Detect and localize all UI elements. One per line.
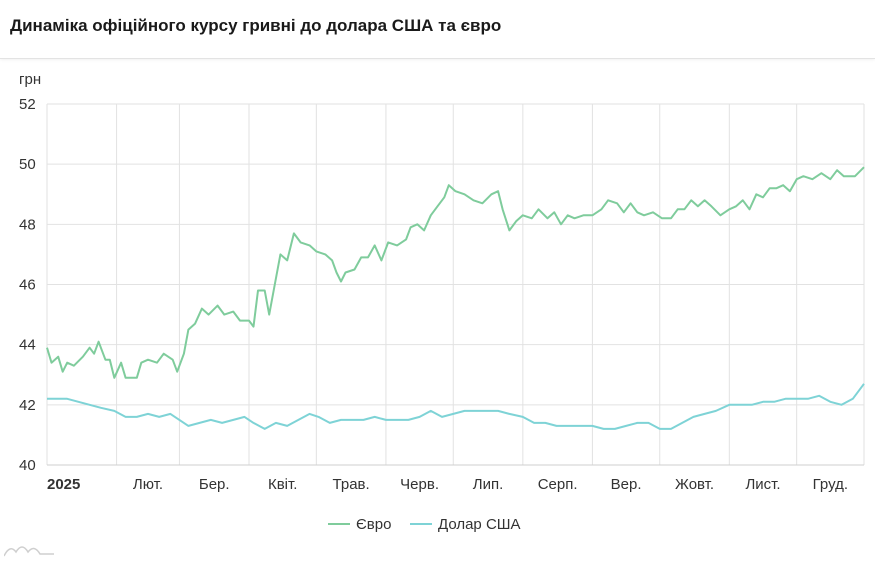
y-tick-label: 42	[19, 397, 36, 414]
chart-title: Динаміка офіційного курсу гривні до дола…	[10, 16, 502, 35]
grid	[46, 103, 865, 466]
y-axis-label: грн	[19, 71, 41, 88]
x-tick-label: Квіт.	[268, 476, 297, 493]
series-lines	[46, 166, 865, 430]
chart-header: Динаміка офіційного курсу гривні до дола…	[0, 0, 875, 59]
series-line-usd	[47, 383, 865, 430]
x-tick-label: 2025	[47, 476, 80, 493]
y-tick-label: 40	[19, 457, 36, 474]
x-tick-label: Груд.	[813, 476, 848, 493]
x-tick-label: Жовт.	[675, 476, 714, 493]
x-tick-label: Бер.	[199, 476, 230, 493]
x-tick-label: Вер.	[611, 476, 642, 493]
legend-label: Євро	[356, 516, 391, 533]
legend-item-usd[interactable]: Долар США	[410, 516, 521, 533]
x-tick-label: Черв.	[400, 476, 439, 493]
y-tick-label: 52	[19, 96, 36, 113]
y-tick-label: 50	[19, 156, 36, 173]
x-tick-label: Лип.	[473, 476, 504, 493]
legend-label: Долар США	[438, 516, 521, 533]
x-axis: 2025 Лют. Бер. Квіт. Трав. Черв. Лип. Серп. Вер.…	[47, 464, 864, 493]
y-tick-label: 44	[19, 337, 36, 354]
x-tick-label: Лист.	[745, 476, 780, 493]
legend[interactable]: Євро Долар США	[328, 516, 521, 533]
series-line-euro	[46, 166, 865, 379]
brand-logo-icon	[3, 540, 54, 563]
x-tick-label: Лют.	[133, 476, 163, 493]
y-tick-label: 46	[19, 277, 36, 294]
x-tick-label: Серп.	[538, 476, 578, 493]
x-tick-label: Трав.	[333, 476, 370, 493]
y-axis: 40 42 44 46 48 50 52 грн	[19, 71, 41, 474]
legend-item-euro[interactable]: Євро	[328, 516, 391, 533]
y-tick-label: 48	[19, 216, 36, 233]
